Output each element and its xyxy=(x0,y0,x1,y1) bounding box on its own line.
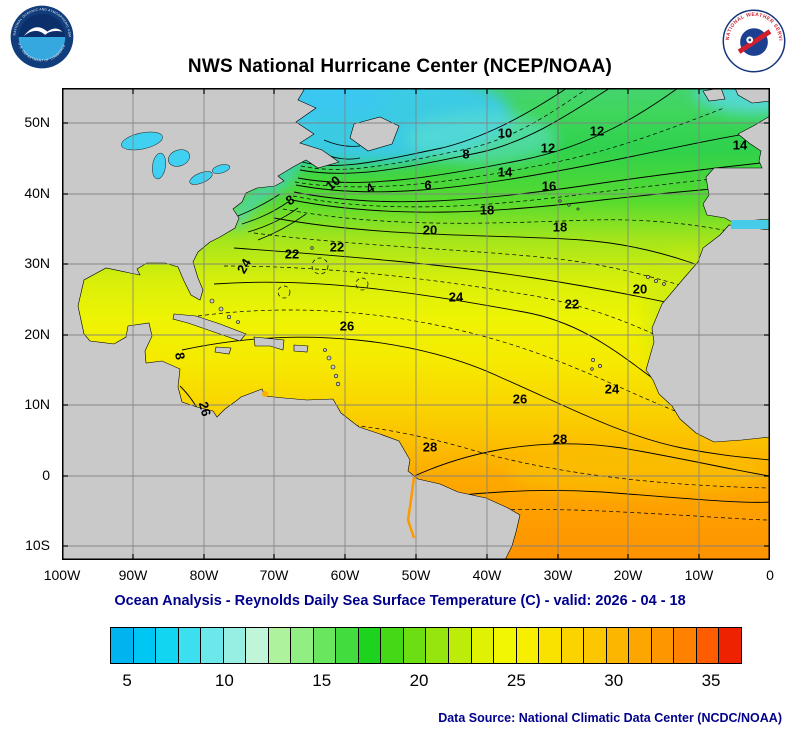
lake-michigan xyxy=(152,152,166,180)
subtitle: Ocean Analysis - Reynolds Daily Sea Surf… xyxy=(114,593,686,609)
colorbar-tick-label: 20 xyxy=(409,671,429,690)
lon-tick-label: 90W xyxy=(118,567,148,583)
grid-lines xyxy=(62,88,770,560)
colorbar-segment xyxy=(516,628,540,663)
colorbar-tick-label: 10 xyxy=(214,671,234,690)
colorbar-segment xyxy=(719,628,741,663)
colorbar-segment xyxy=(448,628,472,663)
lat-tick-label: 10S xyxy=(25,537,50,553)
colorbar-segment xyxy=(201,628,224,663)
colorbar-segment xyxy=(313,628,337,663)
land-africa xyxy=(645,224,770,443)
colorbar-segment xyxy=(606,628,630,663)
map-svg xyxy=(62,88,770,560)
land-masses xyxy=(62,88,770,560)
lake-erie xyxy=(189,171,213,185)
lat-tick-label: 50N xyxy=(24,114,50,130)
colorbar-segment xyxy=(178,628,202,663)
colorbar-segment xyxy=(651,628,675,663)
lon-tick-label: 10W xyxy=(684,567,714,583)
lat-tick-label: 0 xyxy=(42,467,50,483)
map-container: 10 12 12 14 8 4 14 16 10 8 6 18 18 20 22 22 24 24 22 20 26 24… xyxy=(62,88,770,560)
colorbar-ticks: 5 10 15 20 25 30 35 xyxy=(110,671,742,695)
lake-superior xyxy=(121,131,163,151)
lon-tick-label: 70W xyxy=(259,567,289,583)
colorbar-segment xyxy=(291,628,314,663)
lat-tick-label: 40N xyxy=(24,185,50,201)
colorbar-segment xyxy=(426,628,449,663)
colorbar-segment xyxy=(696,628,720,663)
data-source: Data Source: National Climatic Data Cent… xyxy=(438,711,782,725)
island-jamaica xyxy=(214,346,232,355)
mediterranean-strip xyxy=(731,220,770,229)
lake-maracaibo xyxy=(262,391,268,397)
islands-small xyxy=(209,199,666,387)
colorbar-segment xyxy=(336,628,359,663)
lon-tick-label: 100W xyxy=(43,567,81,583)
island-puerto-rico xyxy=(293,344,309,353)
island-hispaniola xyxy=(253,336,285,351)
colorbar-segment xyxy=(674,628,697,663)
colorbar-segment xyxy=(246,628,269,663)
isotherm-contours xyxy=(179,88,770,525)
colorbar-tick-label: 15 xyxy=(312,671,332,690)
colorbar-tick-label: 25 xyxy=(506,671,526,690)
lake-huron xyxy=(168,149,190,167)
lon-tick-label: 0 xyxy=(766,567,774,583)
land-iberia-france xyxy=(702,115,770,223)
lon-axis: 100W 90W 80W 70W 60W 50W 40W 30W 20W 10W 0 xyxy=(44,565,774,585)
colorbar-segment xyxy=(111,628,134,663)
noaa-logo-sea xyxy=(18,37,66,61)
land-newfoundland xyxy=(349,116,400,152)
nws-red-banner xyxy=(737,29,772,54)
lat-tick-label: 30N xyxy=(24,255,50,271)
colorbar-segments xyxy=(110,627,742,664)
lon-tick-label: 80W xyxy=(189,567,219,583)
colorbar-segment xyxy=(584,628,607,663)
lon-tick-label: 40W xyxy=(472,567,502,583)
page-title: NWS National Hurricane Center (NCEP/NOAA… xyxy=(187,56,613,77)
noaa-bird-icon xyxy=(23,27,63,36)
colorbar-segment xyxy=(494,628,517,663)
colorbar-tick-label: 30 xyxy=(604,671,624,690)
land-england xyxy=(734,88,770,104)
colorbar-segment xyxy=(381,628,404,663)
colorbar-segment xyxy=(133,628,157,663)
inland-waters xyxy=(121,131,770,539)
colorbar-segment xyxy=(156,628,179,663)
land-americas xyxy=(62,88,521,560)
colorbar-segment xyxy=(268,628,292,663)
lake-ontario xyxy=(211,164,231,174)
colorbar-segment xyxy=(358,628,382,663)
lat-tick-label: 10N xyxy=(24,396,50,412)
nws-logo: NATIONAL WEATHER SERVICE xyxy=(722,9,786,73)
lon-tick-label: 60W xyxy=(330,567,360,583)
colorbar-tick-label: 35 xyxy=(701,671,721,690)
noaa-logo: NATIONAL OCEANIC AND ATMOSPHERIC ADMINIS… xyxy=(10,5,74,69)
colorbar-tick-label: 5 xyxy=(122,671,132,690)
nws-hurricane-eye xyxy=(748,38,752,42)
amazon-river xyxy=(406,476,416,539)
colorbar-segment xyxy=(539,628,562,663)
lat-axis: 50N 40N 30N 20N 10N 0 10S xyxy=(0,88,56,560)
colorbar-segment xyxy=(561,628,585,663)
colorbar-segment xyxy=(223,628,247,663)
lon-tick-label: 50W xyxy=(401,567,431,583)
colorbar-segment xyxy=(629,628,652,663)
colorbar-segment xyxy=(403,628,427,663)
lon-tick-label: 20W xyxy=(613,567,643,583)
map-frame xyxy=(62,88,770,560)
lon-tick-label: 30W xyxy=(543,567,573,583)
colorbar: 5 10 15 20 25 30 35 xyxy=(110,627,742,697)
lat-tick-label: 20N xyxy=(24,326,50,342)
colorbar-segment xyxy=(471,628,495,663)
